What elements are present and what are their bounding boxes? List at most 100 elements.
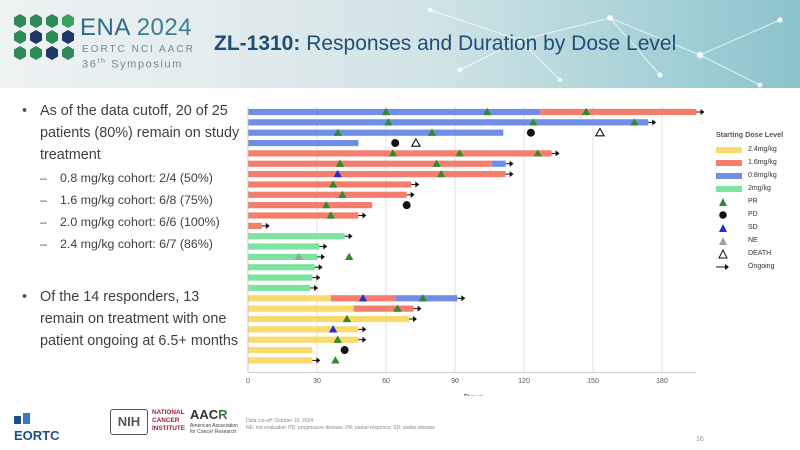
pr-marker — [345, 252, 354, 261]
ongoing-arrow — [358, 326, 367, 333]
duration-bar-segment — [248, 315, 409, 323]
ongoing-arrow — [344, 233, 353, 240]
legend-label: NE — [748, 237, 758, 244]
chart-markers — [261, 107, 705, 364]
legend-swatch — [716, 248, 742, 258]
bullet-sub-4: 2.4 mg/kg cohort: 6/7 (86%) — [18, 234, 243, 254]
duration-bar-segment — [248, 129, 504, 136]
legend-label: 2.4mg/kg — [748, 146, 777, 153]
duration-bar-segment — [248, 108, 541, 116]
ongoing-arrow-head — [461, 295, 466, 302]
ongoing-arrow — [505, 160, 514, 167]
ongoing-arrow-head — [417, 305, 422, 312]
pd-marker — [391, 139, 400, 148]
pr-marker — [432, 159, 441, 167]
ongoing-arrow — [406, 191, 415, 198]
duration-bar-segment — [248, 191, 407, 198]
x-axis: 0 30 60 90 120 150 180 Days — [246, 106, 697, 396]
ongoing-arrow-head — [413, 316, 417, 322]
legend-item: 2mg/kg — [716, 182, 800, 195]
slide-header: ENA 2024 EORTC NCI AACR 36th Symposium — [0, 0, 800, 88]
pr-marker — [418, 294, 427, 302]
legend-swatch — [716, 263, 742, 270]
duration-bar-segment — [248, 222, 262, 229]
nci-logo-text: NATIONAL CANCER INSTITUTE — [152, 409, 186, 432]
legend-label: 1.6mg/kg — [748, 159, 777, 166]
nih-logo: NIH — [110, 409, 148, 435]
legend-label: 0.8mg/kg — [748, 172, 777, 179]
legend-item: PD — [716, 208, 800, 221]
legend-swatch-bar — [716, 159, 742, 166]
ena-hex-logo — [14, 14, 74, 60]
pr-marker — [630, 118, 639, 126]
bullet-sub-2: 1.6 mg/kg cohort: 6/8 (75%) — [18, 190, 243, 210]
duration-bar-segment — [248, 150, 552, 157]
eortc-logo: EORTC — [14, 413, 60, 443]
ongoing-arrow — [312, 274, 321, 281]
ongoing-arrow-head — [362, 212, 367, 219]
pr-marker — [455, 149, 464, 157]
ena-title: ENA 2024 — [80, 14, 193, 41]
duration-bar-segment — [248, 274, 313, 281]
bullet-main-1: As of the data cutoff, 20 of 25 patients… — [18, 100, 243, 166]
legend-swatch — [716, 210, 742, 219]
duration-bar-segment — [248, 233, 345, 240]
ena-symposium: 36th Symposium — [82, 58, 184, 71]
ongoing-arrow-head — [555, 150, 560, 157]
duration-bar-segment — [248, 160, 492, 167]
legend-swatch-triangle — [719, 236, 727, 245]
x-tick-label: 0 — [246, 378, 250, 385]
duration-bar-segment — [395, 295, 458, 302]
pr-marker — [533, 149, 542, 157]
ongoing-arrow — [411, 181, 420, 188]
ongoing-arrow — [310, 284, 319, 291]
pr-marker — [331, 356, 340, 364]
duration-bar-segment — [248, 171, 506, 178]
ongoing-arrow — [413, 305, 422, 312]
pr-marker — [483, 107, 492, 116]
bullet-sub-3: 2.0 mg/kg cohort: 6/6 (100%) — [18, 212, 243, 232]
aacr-logo: AACR — [190, 407, 228, 422]
duration-bar-segment — [248, 336, 359, 343]
ongoing-arrow — [551, 150, 560, 157]
ongoing-arrow-head — [314, 284, 319, 291]
ongoing-arrow — [358, 336, 367, 343]
legend-swatch — [716, 223, 742, 232]
ongoing-arrow-head — [362, 326, 367, 333]
duration-bar-segment — [248, 284, 311, 292]
legend-item: 0.8mg/kg — [716, 169, 800, 182]
legend-swatch — [716, 197, 742, 206]
legend-swatch-bar — [716, 172, 742, 179]
legend-label: SD — [748, 224, 758, 231]
sd-marker — [333, 169, 342, 178]
chart-grid — [316, 106, 663, 373]
duration-bar-segment — [248, 264, 315, 271]
legend-item: PR — [716, 195, 800, 208]
duration-bar-segment — [248, 212, 359, 219]
ongoing-arrow-head — [652, 119, 657, 126]
death-marker — [410, 137, 422, 147]
duration-bar-segment — [248, 243, 320, 250]
legend-item: SD — [716, 221, 800, 234]
ena-orgs: EORTC NCI AACR — [82, 44, 195, 55]
pr-marker — [437, 169, 446, 178]
page-number: 16 — [696, 436, 704, 443]
pr-marker — [326, 211, 335, 219]
swimmer-chart: 0 30 60 90 120 150 180 Days — [246, 106, 705, 396]
legend-label: PR — [748, 198, 758, 205]
legend-label: DEATH — [748, 250, 772, 257]
pr-marker — [333, 128, 342, 136]
pd-marker — [402, 201, 411, 210]
death-marker — [594, 127, 606, 137]
pd-marker — [526, 128, 535, 137]
duration-bar-segment — [248, 346, 313, 354]
ongoing-arrow — [319, 243, 328, 250]
footnote-abbrev: NE: not evaluable; PD: progressive disea… — [246, 425, 435, 431]
x-tick-label: 30 — [313, 378, 321, 385]
chart-legend: Starting Dose Level 2.4mg/kg 1.6mg/kg 0.8m… — [716, 130, 800, 273]
ongoing-arrow — [314, 264, 323, 271]
ongoing-arrow — [409, 316, 417, 322]
ongoing-arrow-head — [700, 109, 705, 115]
chart-bars — [248, 108, 697, 364]
bullet-main-2: Of the 14 responders, 13 remain on treat… — [18, 286, 243, 352]
